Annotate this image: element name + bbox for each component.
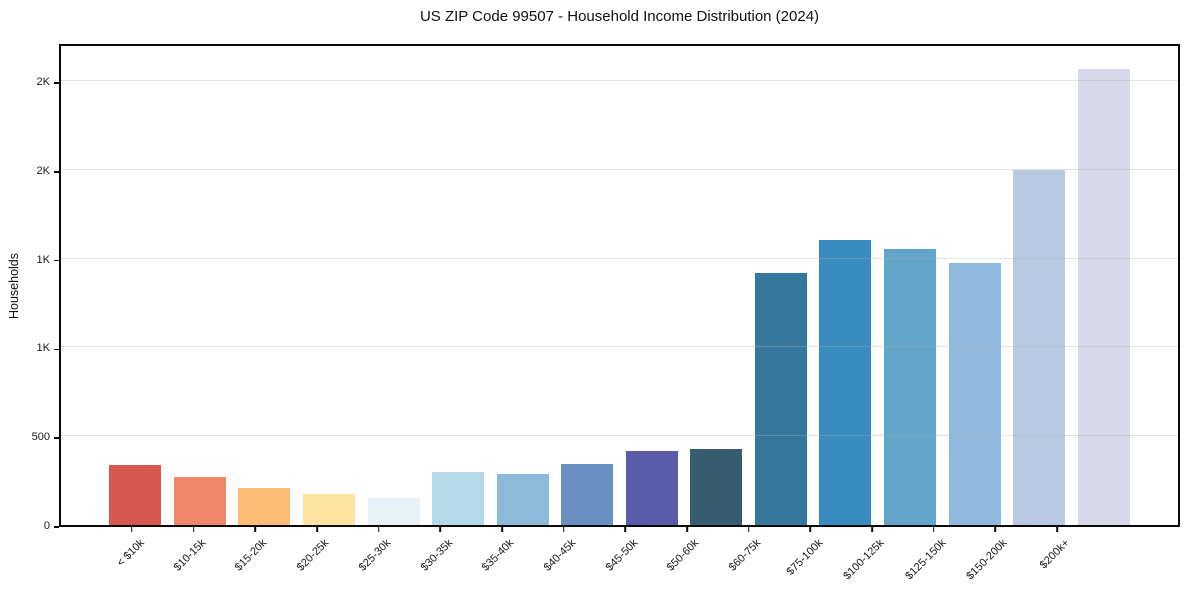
x-slot: $30-35k	[409, 527, 471, 587]
x-tickmark	[994, 527, 997, 532]
bar-slot	[878, 46, 943, 525]
x-tick-label: $60-75k	[726, 537, 764, 574]
x-axis: < $10k $10-15k $15-20k $20-25k $25-30k $30-35…	[101, 527, 1088, 587]
x-tick-label: $10-15k	[171, 537, 209, 574]
bar	[948, 262, 1001, 525]
y-tickmark	[54, 437, 59, 439]
bar	[238, 488, 291, 525]
bar	[1077, 68, 1130, 525]
chart-title: US ZIP Code 99507 - Household Income Dis…	[419, 8, 820, 25]
x-slot: $45-50k	[595, 527, 657, 587]
bar	[754, 273, 807, 525]
x-tick-label: $125-150k	[903, 537, 949, 583]
bars-container	[103, 46, 1136, 525]
bar-slot	[684, 46, 749, 525]
x-tickmark	[131, 527, 133, 532]
x-tick-label: $15-20k	[233, 537, 270, 574]
x-slot: $50-60k	[656, 527, 718, 587]
x-tickmark	[871, 527, 873, 532]
bar-slot	[942, 46, 1007, 525]
bar-slot	[749, 46, 814, 525]
y-tickmark	[54, 82, 59, 84]
bar	[302, 494, 355, 525]
bar-slot	[1007, 46, 1072, 525]
bar-slot	[620, 46, 685, 525]
x-tickmark	[192, 527, 195, 532]
x-tickmark	[316, 527, 318, 532]
x-tick-label: $45-50k	[603, 537, 640, 574]
x-tickmark	[747, 527, 750, 532]
x-tickmark	[254, 527, 257, 532]
x-tick-label: < $10k	[114, 537, 147, 570]
x-slot: $200k+	[1026, 527, 1088, 587]
bar-slot	[426, 46, 491, 525]
x-tickmark	[501, 527, 503, 532]
x-tickmark	[932, 527, 935, 532]
x-tick-label: $100-125k	[841, 537, 887, 583]
x-tick-label: $40-45k	[541, 537, 579, 574]
y-tickmark	[54, 348, 59, 351]
bar	[496, 473, 549, 525]
x-slot: $60-75k	[718, 527, 780, 587]
bar-slot	[555, 46, 620, 525]
bar-slot	[813, 46, 878, 525]
x-tickmark	[686, 527, 688, 532]
x-slot: < $10k	[101, 527, 163, 587]
x-slot: $10-15k	[163, 527, 225, 587]
bar-slot	[361, 46, 426, 525]
y-tick-label: 500	[31, 431, 50, 444]
x-slot: $100-125k	[841, 527, 903, 587]
bar-slot	[297, 46, 362, 525]
bar	[1013, 169, 1066, 525]
x-slot: $15-20k	[224, 527, 286, 587]
bar-slot	[103, 46, 168, 525]
x-tick-label: $30-35k	[418, 537, 455, 574]
x-tickmark	[439, 527, 442, 532]
x-slot: $75-100k	[780, 527, 842, 587]
y-tickmark	[54, 526, 59, 528]
x-slot: $35-40k	[471, 527, 533, 587]
x-tickmark	[562, 527, 565, 532]
bar	[625, 450, 678, 525]
x-tickmark	[377, 527, 380, 532]
x-tick-label: $20-25k	[294, 537, 332, 574]
bar	[109, 464, 162, 525]
x-tick-label: $200k+	[1037, 537, 1072, 572]
x-tick-label: $75-100k	[783, 537, 825, 578]
y-tick-label: 2K	[36, 164, 50, 177]
y-tick-label: 1K	[36, 253, 50, 266]
x-slot: $20-25k	[286, 527, 348, 587]
x-slot: $125-150k	[903, 527, 965, 587]
plot-area	[59, 44, 1180, 527]
bar	[884, 248, 937, 525]
bar-slot	[232, 46, 297, 525]
x-tick-label: $25-30k	[356, 537, 394, 574]
x-tickmark	[809, 527, 812, 532]
x-tick-label: $35-40k	[479, 537, 517, 574]
bar	[561, 463, 614, 525]
x-tick-label: $150-200k	[964, 537, 1010, 583]
x-slot: $25-30k	[348, 527, 410, 587]
bar	[432, 471, 485, 525]
y-tick-label: 1K	[36, 342, 50, 355]
x-tickmark	[1056, 527, 1058, 532]
y-tick-label: 0	[43, 520, 50, 532]
bar-slot	[490, 46, 555, 525]
y-tickmark	[54, 171, 59, 173]
y-tick-label: 2K	[36, 76, 50, 89]
x-slot: $40-45k	[533, 527, 595, 587]
bar	[173, 476, 226, 525]
x-tickmark	[624, 527, 627, 532]
bar	[690, 449, 743, 525]
bar-slot	[1071, 46, 1136, 525]
y-axis-label: Households	[7, 253, 21, 320]
bar-slot	[168, 46, 233, 525]
y-tickmark	[54, 259, 59, 262]
x-tick-label: $50-60k	[664, 537, 702, 574]
bar	[819, 239, 872, 525]
bar	[367, 498, 420, 525]
x-slot: $150-200k	[965, 527, 1027, 587]
